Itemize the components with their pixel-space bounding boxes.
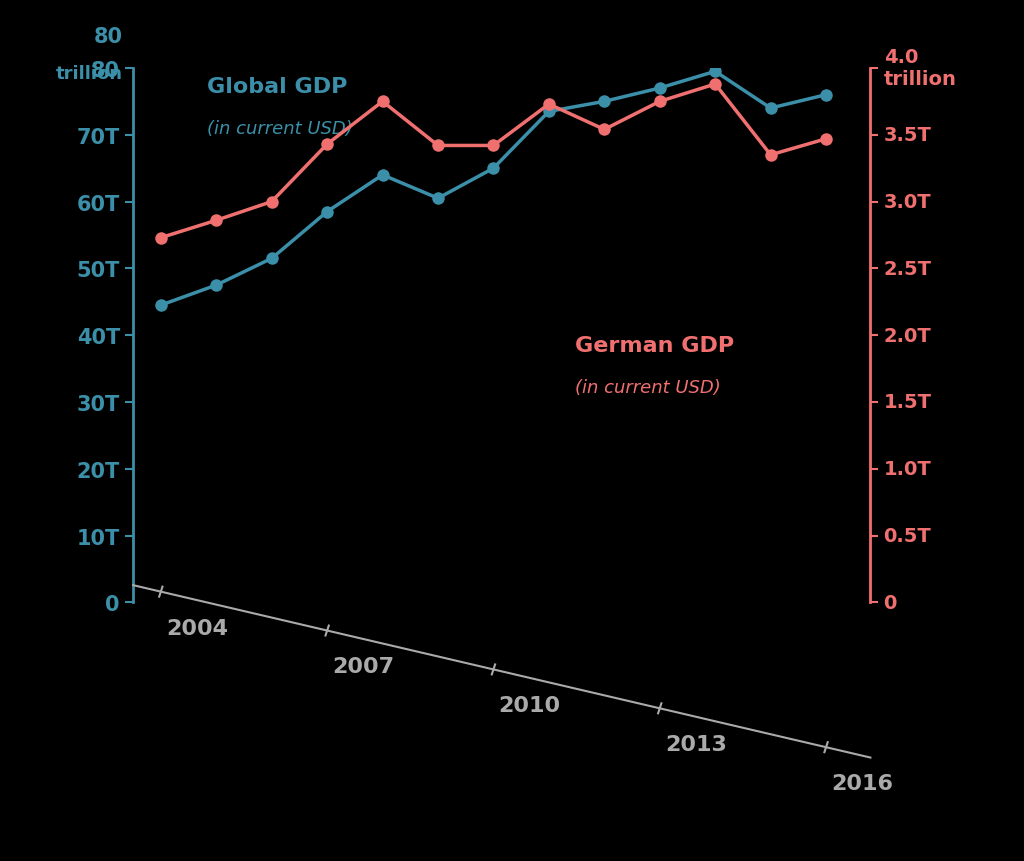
Text: (in current USD): (in current USD) [207,120,352,138]
Text: 2004: 2004 [166,618,228,638]
Text: 80: 80 [94,28,123,47]
Text: Global GDP: Global GDP [207,77,347,97]
Text: 2013: 2013 [665,734,727,754]
Text: German GDP: German GDP [575,336,734,356]
Text: (in current USD): (in current USD) [575,379,721,396]
Text: 2016: 2016 [831,773,893,793]
Text: 2010: 2010 [499,696,561,715]
Text: 2007: 2007 [332,657,394,677]
Text: trillion: trillion [56,65,123,83]
